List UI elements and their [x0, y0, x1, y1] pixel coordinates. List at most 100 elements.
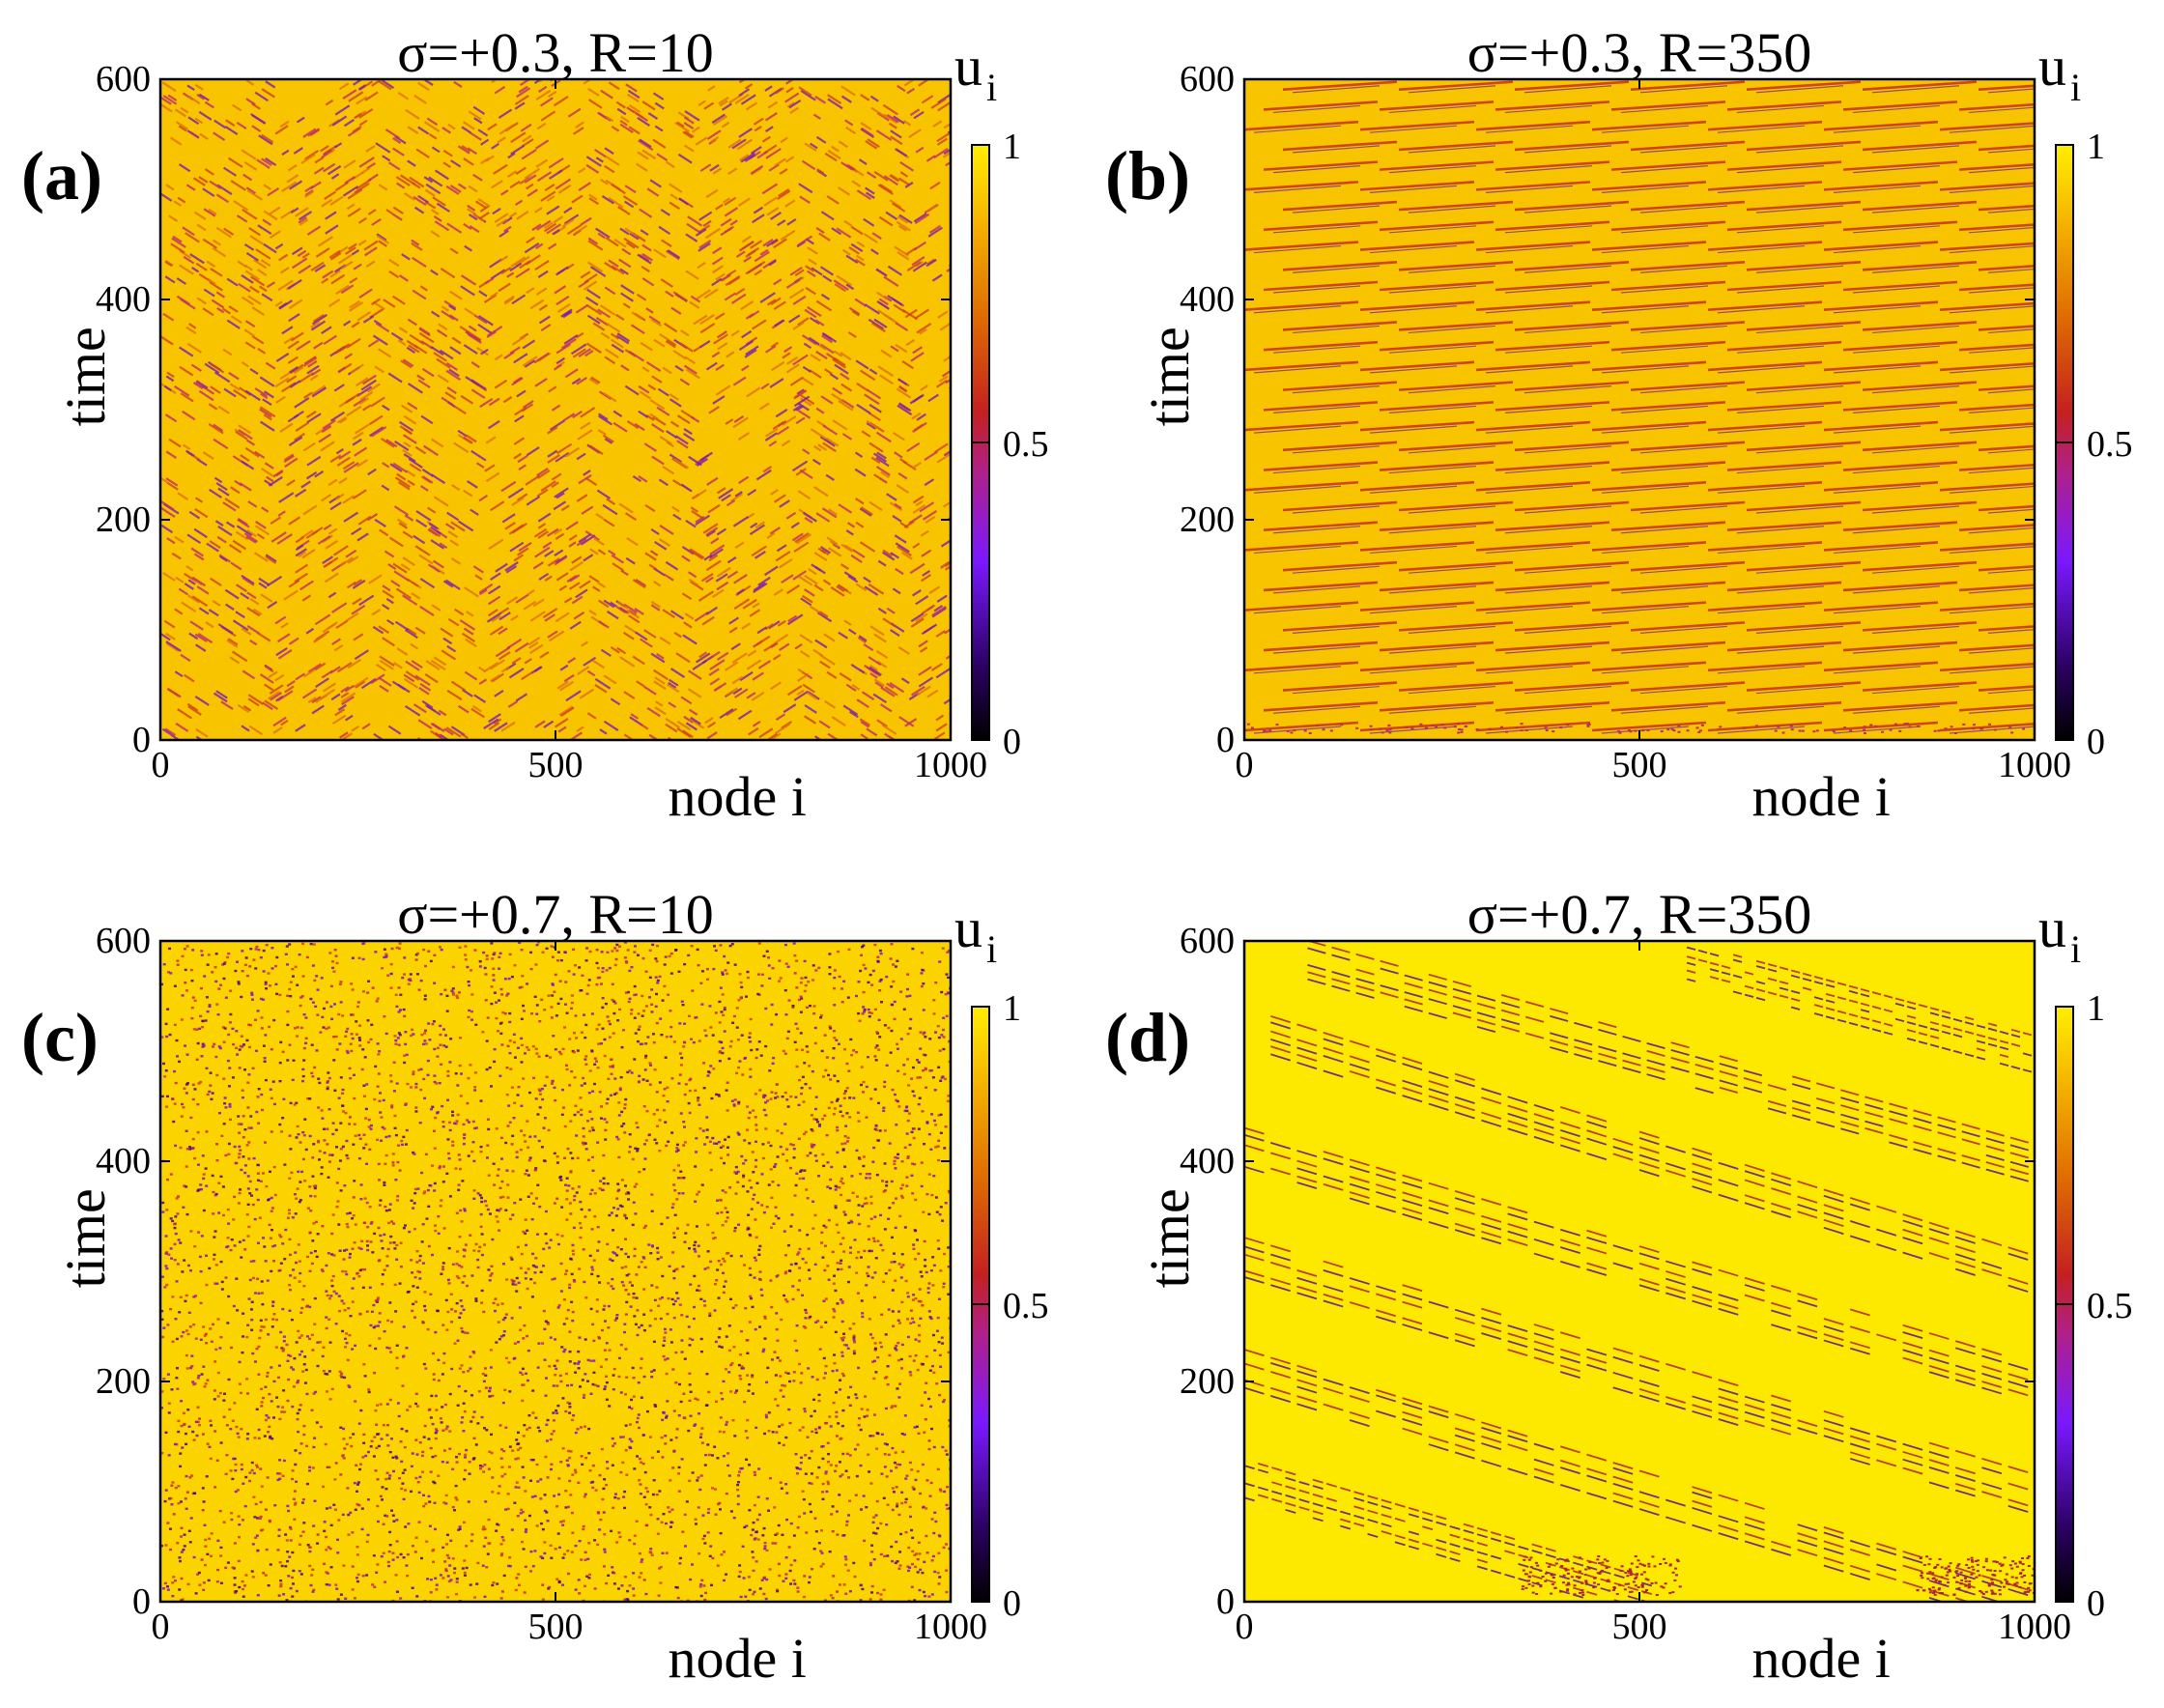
heatmap-dash [278, 492, 295, 503]
heatmap-dash [869, 672, 878, 679]
heatmap-dash [441, 305, 449, 312]
stripe-segment [1707, 721, 1823, 732]
speckle [262, 949, 266, 953]
speckle [237, 981, 241, 983]
stripe-segment [1726, 521, 1842, 532]
heatmap-dash [330, 173, 340, 180]
heatmap-dash [336, 662, 353, 673]
speckle [260, 1401, 264, 1404]
speckle [280, 1130, 284, 1133]
heatmap-dash [430, 722, 441, 730]
heatmap-dash [265, 80, 276, 89]
heatmap-dash [908, 128, 922, 139]
stripe-segment [1842, 401, 1958, 412]
heatmap-dash [177, 492, 189, 500]
speckle [394, 1042, 398, 1045]
stripe-core [1408, 145, 1496, 154]
heatmap-dash [800, 89, 816, 101]
heatmap-dash [714, 312, 726, 321]
stripe-core [1736, 405, 1825, 413]
speckle [612, 1287, 615, 1291]
heatmap-dash [881, 724, 897, 735]
heatmap-dash [217, 487, 230, 497]
speckle [743, 1400, 747, 1404]
speckle [685, 1500, 689, 1503]
speckle [761, 1156, 765, 1160]
heatmap-dash [313, 341, 324, 350]
heatmap-dash [327, 527, 338, 535]
heatmap-dash [653, 680, 667, 691]
heatmap-dash [563, 207, 573, 214]
heatmap-dash [744, 154, 755, 162]
heatmap-dash [368, 414, 384, 426]
speckle [645, 1490, 649, 1494]
speckle [199, 1080, 203, 1084]
heatmap-dash [851, 180, 862, 187]
heatmap-dash [946, 267, 951, 272]
heatmap-dash [641, 100, 656, 111]
heatmap-dash [583, 656, 597, 667]
speckle [566, 1384, 570, 1387]
heatmap-dash [347, 207, 361, 218]
speckle [848, 1116, 852, 1119]
heatmap-dash [417, 126, 430, 135]
heatmap-dash [611, 265, 625, 275]
speckle [215, 1459, 219, 1463]
transient-dot [1898, 729, 1902, 732]
speckle [264, 1034, 268, 1037]
transient-dot [1329, 729, 1333, 732]
heatmap-dash [734, 287, 746, 296]
heatmap-dash [925, 515, 936, 525]
heatmap-dash [402, 358, 414, 367]
heatmap-dash [705, 529, 717, 537]
speckle [608, 1036, 612, 1039]
stripe-segment [1495, 521, 1610, 532]
heatmap-dash [288, 516, 301, 526]
heatmap-dash [232, 103, 242, 112]
heatmap-dash [683, 432, 696, 441]
heatmap-dash [396, 647, 409, 656]
stripe-core [1639, 325, 1728, 334]
transient-dot [1937, 729, 1941, 732]
heatmap-dash [733, 598, 751, 610]
heatmap-dash [925, 205, 936, 214]
speckle [222, 1399, 226, 1402]
heatmap-dash [704, 717, 714, 725]
speckle [787, 999, 791, 1002]
heatmap-dash [293, 366, 304, 375]
heatmap-dash [628, 350, 645, 362]
stripe-core [1253, 244, 1342, 254]
heatmap-dash [698, 590, 715, 602]
heatmap-dash [237, 518, 250, 528]
heatmap-dash [416, 374, 425, 382]
speckle [932, 1445, 936, 1449]
heatmap-dash [709, 163, 720, 172]
stripe-segment [1514, 441, 1630, 452]
speckle [679, 1400, 683, 1404]
heatmap-dash [398, 274, 409, 282]
heatmap-dash [662, 466, 675, 475]
speckle [469, 1234, 472, 1237]
heatmap-dash [655, 700, 664, 707]
heatmap-dash [625, 242, 636, 249]
stripe-segment [1359, 300, 1475, 312]
heatmap-dash [328, 249, 341, 259]
stripe-core [1504, 405, 1593, 413]
heatmap-dash [860, 94, 870, 101]
speckle [784, 1436, 788, 1439]
speckle [595, 982, 599, 986]
heatmap-dash [449, 539, 459, 547]
heatmap-dash [462, 121, 475, 130]
heatmap-dash [215, 291, 225, 299]
heatmap-dash [840, 563, 849, 570]
speckle [812, 964, 815, 967]
heatmap-dash [237, 703, 250, 713]
stripe-core [1639, 505, 1728, 514]
heatmap-background [1244, 79, 2035, 740]
transient-dot [1370, 728, 1374, 731]
heatmap-dash [417, 194, 429, 204]
speckle [537, 941, 541, 944]
heatmap-dash [636, 162, 648, 172]
heatmap-dash [517, 454, 528, 464]
heatmap-dash [406, 346, 416, 354]
